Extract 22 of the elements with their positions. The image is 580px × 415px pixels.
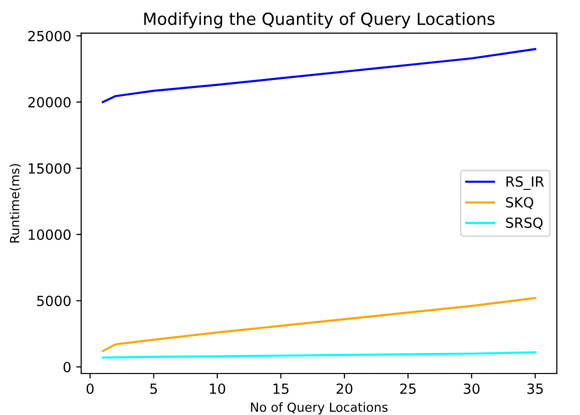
y-tick-label: 10000: [28, 229, 71, 240]
y-tick-label: 20000: [28, 97, 71, 108]
legend-label: SKQ: [506, 197, 534, 210]
x-tick-label: 0: [86, 383, 94, 394]
x-tick-label: 10: [210, 383, 226, 394]
line-series: [102, 296, 536, 352]
x-tick-label: 35: [527, 383, 543, 394]
x-axis-title: No of Query Locations: [251, 402, 388, 414]
x-tick-label: 15: [274, 384, 288, 394]
x-tick-label: 25: [400, 383, 416, 394]
chart-title: Modifying the Quantity of Query Locations: [144, 12, 495, 28]
y-tick-label: 5000: [37, 296, 71, 306]
x-tick-label: 5: [150, 384, 157, 394]
x-tick-label: 30: [464, 383, 480, 394]
legend-label: SRSQ: [506, 217, 543, 230]
y-tick-label: 25000: [28, 30, 71, 42]
legend-label: RS_IR: [506, 176, 544, 190]
line-series: [102, 48, 536, 104]
x-tick-label: 20: [336, 383, 352, 394]
y-tick-label: 15000: [28, 163, 71, 174]
y-tick-label: 0: [64, 362, 71, 372]
y-axis-title: Runtime(ms): [10, 164, 21, 242]
